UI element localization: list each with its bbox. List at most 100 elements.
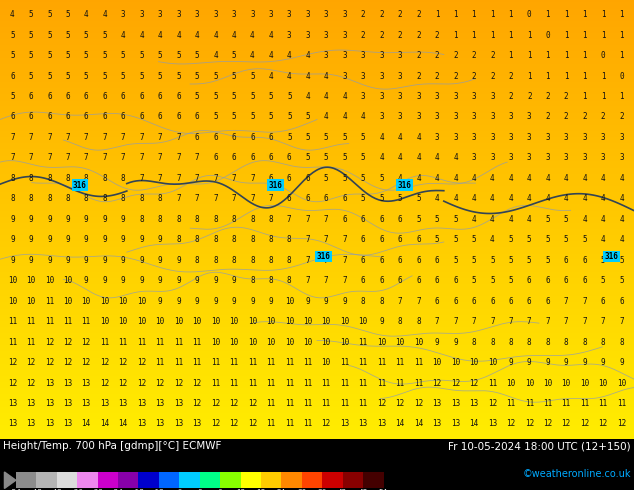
Text: 6: 6 <box>453 276 458 285</box>
Text: 7: 7 <box>139 174 144 183</box>
Text: 5: 5 <box>29 30 33 40</box>
Text: 10: 10 <box>506 378 515 388</box>
Text: 7: 7 <box>490 317 495 326</box>
Text: 9: 9 <box>102 215 107 224</box>
Text: 6: 6 <box>379 235 384 244</box>
Text: 4: 4 <box>601 215 605 224</box>
Text: 4: 4 <box>195 30 199 40</box>
Text: 4: 4 <box>269 72 273 80</box>
Text: 11: 11 <box>285 419 294 428</box>
Bar <box>220 472 240 489</box>
Text: 9: 9 <box>379 317 384 326</box>
Text: 7: 7 <box>508 317 513 326</box>
Text: 13: 13 <box>469 399 479 408</box>
Text: 4: 4 <box>398 174 403 183</box>
Text: 8: 8 <box>176 235 181 244</box>
Text: 9: 9 <box>84 215 89 224</box>
Text: 10: 10 <box>119 317 128 326</box>
Text: 5: 5 <box>213 112 218 122</box>
Text: 12: 12 <box>230 419 238 428</box>
Text: 2: 2 <box>379 10 384 19</box>
Text: 6: 6 <box>416 276 421 285</box>
Text: 8: 8 <box>287 235 292 244</box>
Text: 8: 8 <box>10 174 15 183</box>
Text: 7: 7 <box>121 133 126 142</box>
Text: 2: 2 <box>416 72 421 80</box>
Text: 8: 8 <box>601 338 605 346</box>
Text: 9: 9 <box>176 276 181 285</box>
Text: 5: 5 <box>306 133 310 142</box>
Text: 11: 11 <box>562 399 571 408</box>
Text: 12: 12 <box>396 399 404 408</box>
Text: 5: 5 <box>10 51 15 60</box>
Text: 9: 9 <box>564 358 569 367</box>
Text: 2: 2 <box>361 10 365 19</box>
Text: 6: 6 <box>435 296 439 306</box>
Bar <box>159 472 179 489</box>
Text: 3: 3 <box>472 92 476 101</box>
Text: 4: 4 <box>379 153 384 162</box>
Text: 12: 12 <box>63 358 72 367</box>
Text: 12: 12 <box>44 358 54 367</box>
Text: 14: 14 <box>82 419 91 428</box>
Text: 5: 5 <box>306 112 310 122</box>
Text: 316: 316 <box>605 252 619 261</box>
Text: 12: 12 <box>192 399 202 408</box>
Text: 12: 12 <box>580 419 590 428</box>
Text: 3: 3 <box>379 92 384 101</box>
Text: 5: 5 <box>65 10 70 19</box>
Text: 7: 7 <box>601 317 605 326</box>
Text: 11: 11 <box>44 317 54 326</box>
Text: 6: 6 <box>583 256 587 265</box>
Text: 11: 11 <box>100 338 109 346</box>
Bar <box>16 472 36 489</box>
Text: 4: 4 <box>564 195 569 203</box>
Text: 10: 10 <box>469 358 479 367</box>
Text: 11: 11 <box>211 358 220 367</box>
Text: 3: 3 <box>453 92 458 101</box>
Text: 5: 5 <box>84 30 89 40</box>
Text: 3: 3 <box>361 92 365 101</box>
Text: 11: 11 <box>396 358 404 367</box>
Text: 4: 4 <box>545 174 550 183</box>
Text: 6: 6 <box>453 296 458 306</box>
Text: 4: 4 <box>435 195 439 203</box>
Text: 8: 8 <box>139 215 144 224</box>
Text: 9: 9 <box>527 358 532 367</box>
Text: 3: 3 <box>379 51 384 60</box>
Text: 6: 6 <box>306 174 310 183</box>
Text: 5: 5 <box>47 30 51 40</box>
Text: 4: 4 <box>453 153 458 162</box>
Text: 11: 11 <box>321 378 331 388</box>
Text: 14: 14 <box>100 419 109 428</box>
Text: 3: 3 <box>583 153 587 162</box>
Text: 3: 3 <box>472 153 476 162</box>
Text: 2: 2 <box>527 92 532 101</box>
Text: 316: 316 <box>398 181 411 190</box>
Text: 2: 2 <box>545 92 550 101</box>
Text: 4: 4 <box>416 153 421 162</box>
Text: 6: 6 <box>545 296 550 306</box>
Text: 8: 8 <box>416 317 421 326</box>
Text: 11: 11 <box>26 317 36 326</box>
Text: 9: 9 <box>158 296 162 306</box>
Text: 2: 2 <box>435 51 439 60</box>
Text: 13: 13 <box>119 399 128 408</box>
Text: 7: 7 <box>250 174 255 183</box>
Text: 7: 7 <box>65 153 70 162</box>
Text: ©weatheronline.co.uk: ©weatheronline.co.uk <box>522 469 631 479</box>
Text: 4: 4 <box>269 51 273 60</box>
Text: 8: 8 <box>121 174 126 183</box>
Text: 11: 11 <box>285 358 294 367</box>
Text: 10: 10 <box>543 378 552 388</box>
Text: 11: 11 <box>174 338 183 346</box>
Text: 11: 11 <box>285 399 294 408</box>
Text: 9: 9 <box>47 215 51 224</box>
Text: 6: 6 <box>176 112 181 122</box>
Text: 5: 5 <box>158 72 162 80</box>
Text: 8: 8 <box>158 215 162 224</box>
Text: 5: 5 <box>619 256 624 265</box>
Text: 3: 3 <box>287 10 292 19</box>
Text: 6: 6 <box>287 153 292 162</box>
Text: 7: 7 <box>231 195 236 203</box>
